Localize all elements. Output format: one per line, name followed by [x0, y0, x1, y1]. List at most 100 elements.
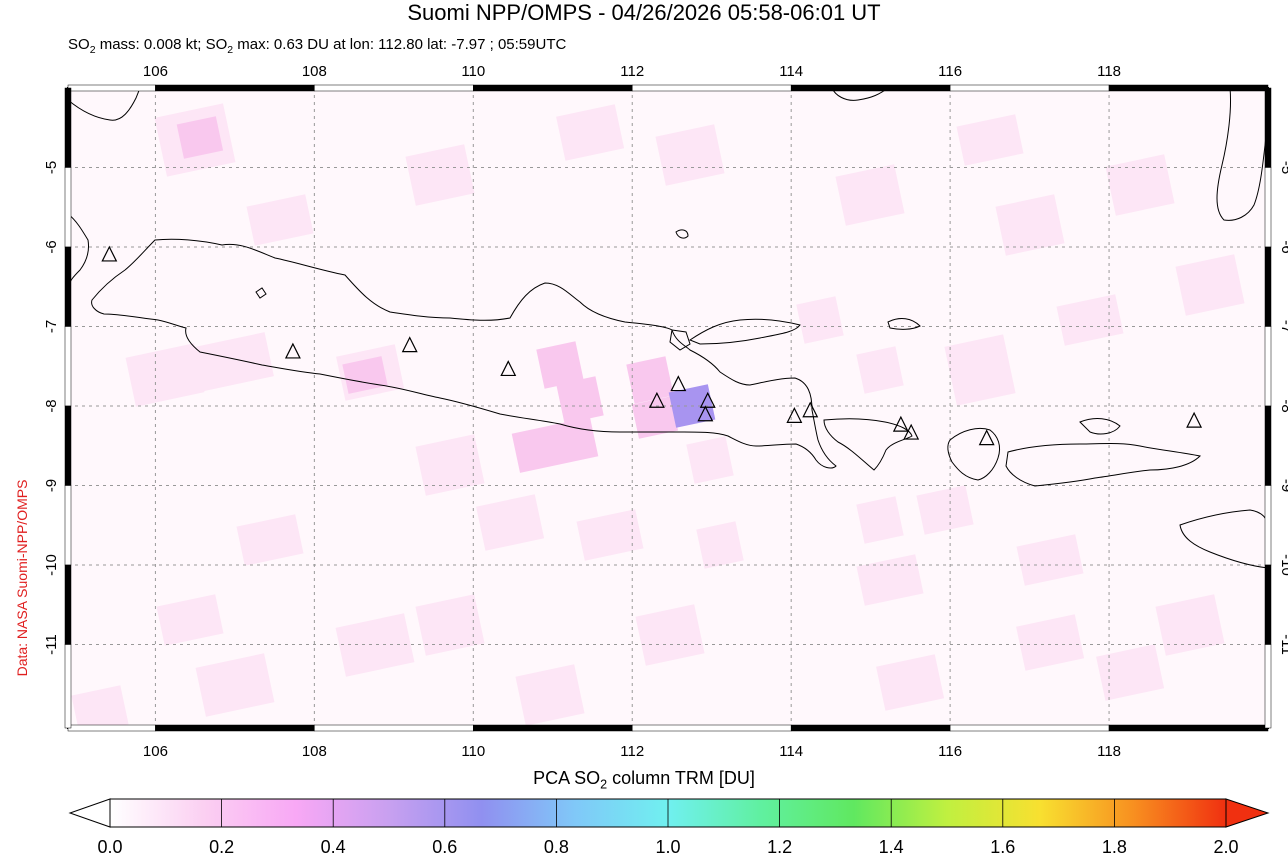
triangle-icon — [699, 391, 716, 408]
so2-summary: SO2 mass: 0.008 kt; SO2 max: 0.63 DU at … — [68, 36, 567, 56]
border-bar-top — [790, 84, 951, 92]
lat-tick-label: -6 — [43, 240, 60, 253]
lat-tick-label: -7 — [43, 320, 60, 333]
lon-tick-label: 116 — [938, 63, 962, 80]
border-bar-top — [631, 84, 792, 92]
triangle-icon — [802, 401, 819, 418]
lon-tick-label: 114 — [779, 63, 803, 80]
coastlines — [68, 88, 1268, 569]
colorbar: 0.0 0.2 0.4 0.6 0.8 1.0 1.2 1.4 1.6 1.8 2.0 — [68, 798, 1270, 855]
lon-labels-top: 106 108 110 112 114 116 118 — [143, 63, 1121, 80]
border-bar-bottom — [1108, 724, 1269, 732]
lat-tick-label: -7 — [1278, 320, 1288, 333]
border-bar-right — [1264, 564, 1272, 645]
border-bar-right — [1264, 326, 1272, 407]
border-bar-top — [473, 84, 633, 92]
map-grid — [68, 88, 1268, 728]
colorbar-high-arrow — [1225, 798, 1270, 828]
triangle-icon — [648, 391, 665, 408]
lat-tick-label: -11 — [1278, 634, 1288, 655]
lat-tick-label: -5 — [43, 161, 60, 174]
lat-tick-label: -8 — [43, 399, 60, 412]
border-bar-bottom — [67, 724, 156, 732]
border-bar-right — [1264, 485, 1272, 566]
lat-labels-right: -5 -6 -7 -8 -9 -10 -11 — [1278, 161, 1288, 655]
triangle-icon — [1186, 411, 1203, 428]
lon-tick-label: 106 — [143, 743, 168, 760]
triangle-icon — [697, 405, 714, 422]
border-bar-right — [1264, 405, 1272, 486]
colorbar-tick-label: 1.2 — [767, 837, 792, 855]
lat-tick-label: -10 — [1278, 554, 1288, 576]
lat-tick-label: -8 — [1278, 399, 1288, 412]
lon-tick-label: 110 — [461, 743, 485, 760]
lon-tick-label: 106 — [143, 63, 168, 80]
triangle-icon — [903, 423, 920, 440]
lon-labels-bottom: 106 108 110 112 114 116 118 — [143, 743, 1121, 760]
map-border-bars — [64, 84, 1272, 732]
so2-pixels — [71, 103, 1245, 728]
lat-tick-label: -9 — [43, 479, 60, 492]
colorbar-tick-label: 0.0 — [97, 837, 122, 855]
triangle-icon — [284, 342, 301, 359]
border-bar-left — [64, 405, 72, 486]
border-bar-left — [64, 87, 72, 168]
colorbar-tick-label: 1.4 — [879, 837, 904, 855]
triangle-icon — [892, 415, 909, 432]
lat-tick-label: -10 — [43, 554, 60, 576]
border-bar-top — [67, 84, 156, 92]
border-bar-left — [64, 485, 72, 566]
border-bar-left — [64, 246, 72, 327]
lon-tick-label: 114 — [779, 743, 803, 760]
triangle-icon — [786, 407, 803, 423]
colorbar-title: PCA SO2 column TRM [DU] — [533, 768, 755, 792]
border-bar-bottom — [790, 724, 951, 732]
lon-tick-label: 118 — [1097, 63, 1121, 80]
lat-tick-label: -11 — [43, 634, 60, 655]
colorbar-tick-label: 1.8 — [1102, 837, 1127, 855]
triangle-icon — [500, 360, 517, 377]
triangle-icon — [101, 245, 118, 262]
border-bar-top — [1108, 84, 1269, 92]
lon-tick-label: 108 — [302, 743, 327, 760]
colorbar-tick-label: 1.6 — [990, 837, 1015, 855]
border-bar-left — [64, 326, 72, 407]
border-bar-left — [64, 564, 72, 645]
colorbar-tick-label: 2.0 — [1213, 837, 1238, 855]
lon-tick-label: 112 — [620, 743, 644, 760]
border-bar-right — [1264, 246, 1272, 327]
border-bar-bottom — [949, 724, 1110, 732]
lon-tick-label: 112 — [620, 63, 644, 80]
colorbar-tick-label: 0.6 — [432, 837, 457, 855]
colorbar-ticks: 0.0 0.2 0.4 0.6 0.8 1.0 1.2 1.4 1.6 1.8 2.0 — [97, 799, 1239, 855]
border-bar-bottom — [155, 724, 315, 732]
triangle-icon — [401, 336, 418, 353]
border-bar-top — [949, 84, 1110, 92]
border-bar-left — [64, 644, 72, 729]
lat-tick-label: -6 — [1278, 240, 1288, 253]
volcano-markers — [101, 245, 1203, 446]
lon-tick-label: 110 — [461, 63, 485, 80]
triangle-icon — [978, 429, 995, 446]
border-bar-top — [155, 84, 315, 92]
triangle-icon — [670, 375, 687, 392]
map-title: Suomi NPP/OMPS - 04/26/2026 05:58-06:01 … — [407, 0, 881, 25]
border-bar-bottom — [631, 724, 792, 732]
lat-labels-left: -5 -6 -7 -8 -9 -10 -11 — [43, 161, 60, 655]
lon-tick-label: 108 — [302, 63, 327, 80]
colorbar-low-arrow — [68, 798, 111, 828]
border-bar-bottom — [473, 724, 633, 732]
lon-tick-label: 118 — [1097, 743, 1121, 760]
colorbar-tick-label: 0.4 — [321, 837, 346, 855]
border-bar-top — [314, 84, 474, 92]
border-bar-right — [1264, 87, 1272, 168]
colorbar-tick-label: 0.8 — [544, 837, 569, 855]
border-bar-bottom — [314, 724, 474, 732]
colorbar-tick-label: 0.2 — [209, 837, 234, 855]
lat-tick-label: -5 — [1278, 161, 1288, 174]
colorbar-tick-label: 1.0 — [655, 837, 680, 855]
lon-tick-label: 116 — [938, 743, 962, 760]
lat-tick-label: -9 — [1278, 479, 1288, 492]
border-bar-left — [64, 167, 72, 248]
